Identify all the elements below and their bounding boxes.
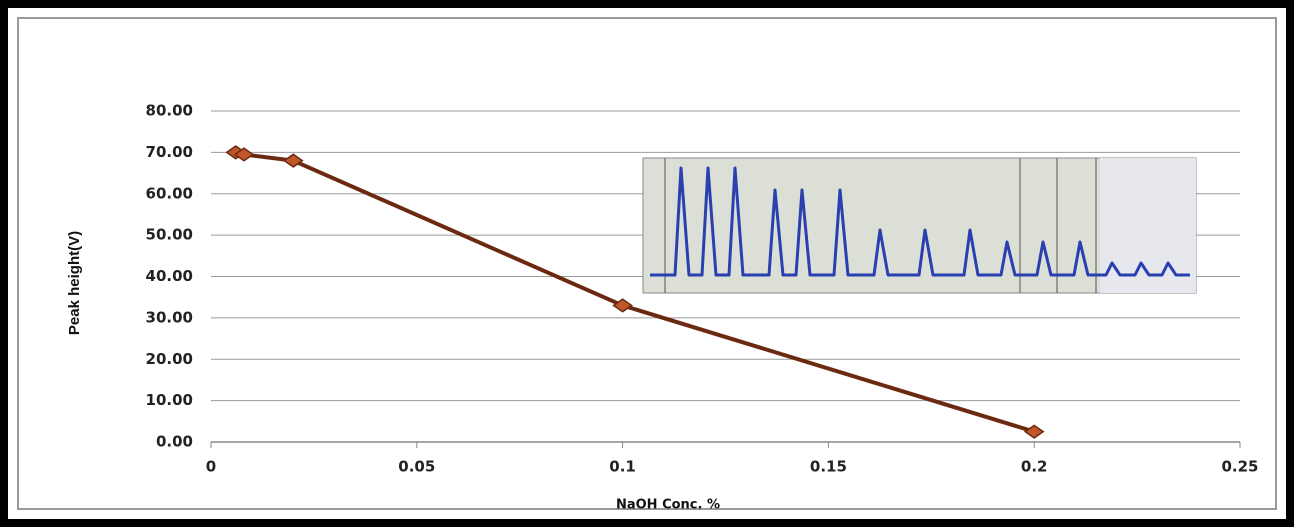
y-tick-label: 70.00 [146, 143, 193, 161]
x-tick-label: 0.1 [609, 458, 636, 476]
y-tick-label: 30.00 [146, 308, 193, 326]
x-tick-label: 0.15 [810, 458, 847, 476]
data-marker [1023, 424, 1045, 439]
data-marker [233, 147, 255, 162]
x-axis-title: NaOH Conc. % [616, 498, 720, 513]
data-marker [283, 153, 304, 168]
x-tick-label: 0.05 [398, 458, 435, 476]
x-tick-label: 0.2 [1021, 458, 1048, 476]
y-axis-title: Peak height(V) [66, 231, 83, 335]
data-marker [612, 298, 633, 313]
y-tick-label: 80.00 [146, 102, 193, 120]
chromatogram-inset [642, 157, 1197, 294]
y-tick-label: 20.00 [146, 350, 193, 368]
x-tick-label: 0.25 [1221, 458, 1258, 476]
x-tick-label: 0 [206, 458, 216, 476]
y-tick-label: 40.00 [146, 267, 193, 285]
y-tick-label: 0.00 [156, 433, 193, 451]
y-tick-label: 10.00 [146, 391, 193, 409]
chromatogram-trace [650, 166, 1190, 277]
y-tick-label: 50.00 [146, 226, 193, 244]
y-tick-label: 60.00 [146, 184, 193, 202]
